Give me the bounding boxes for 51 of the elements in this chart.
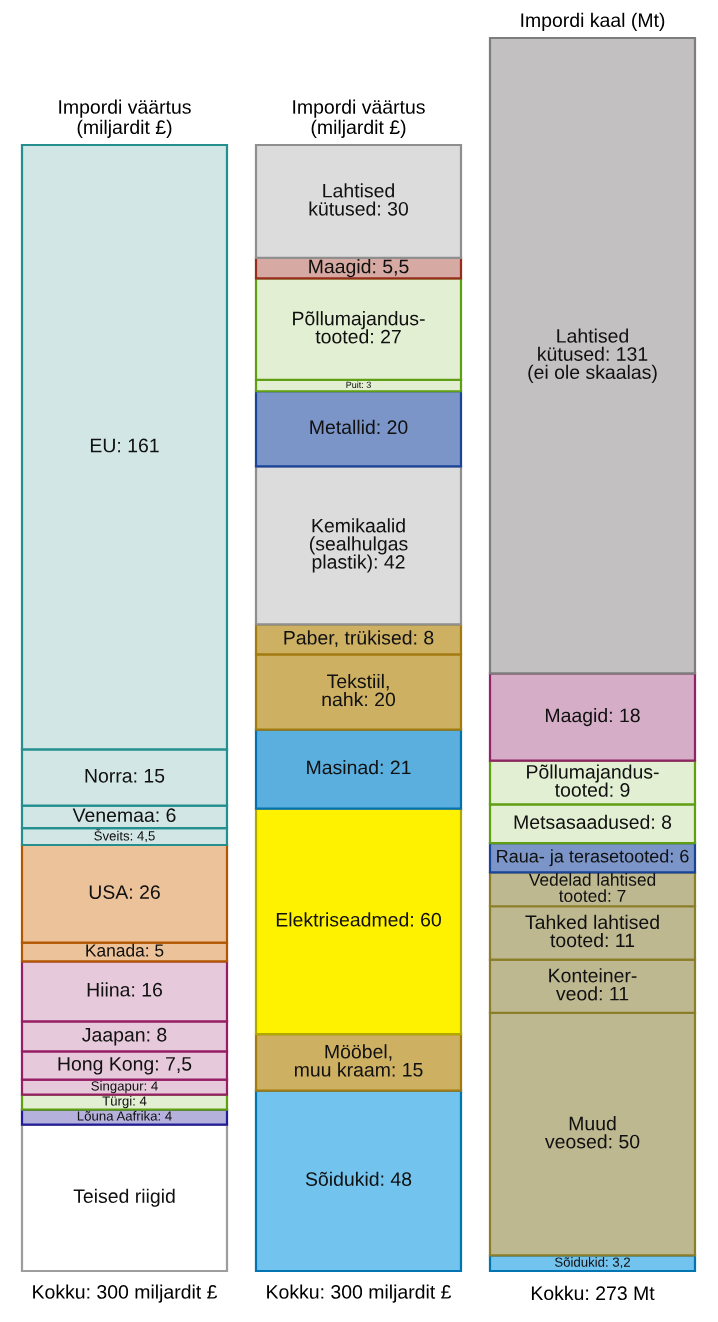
data-label: Sõidukid: 3,2 (554, 1257, 630, 1269)
bar (254, 390, 463, 468)
chart-title: Impordi kaal (Mt) (521, 12, 665, 31)
text: Kokku: 300 miljardit £ (267, 1284, 452, 1303)
data-label: Maagid: 5,5 (309, 259, 409, 278)
data-label: Norra: 15 (85, 769, 165, 783)
data-label: Tekstiil, nahk: 20 (322, 673, 396, 707)
text: Kokku: 300 miljardit £ (33, 1284, 218, 1303)
data-label: Maagid: 18 (546, 708, 640, 727)
bar (254, 465, 463, 626)
data-label: Jaapan: 8 (82, 1027, 167, 1046)
data-label: Metallid: 20 (310, 419, 408, 435)
bar (254, 143, 463, 259)
bar (488, 672, 697, 762)
data-label: Paber, trükised: 8 (284, 630, 434, 647)
data-label: Lahtised kütused: 131 (ei ole skaalas) (528, 328, 657, 383)
data-label: Põllumajandus- tooted: 27 (293, 311, 425, 344)
bar (254, 807, 463, 1036)
data-label: Raua- ja terasetooted: 6 (497, 849, 689, 867)
data-label: Singapur: 4 (91, 1080, 158, 1094)
data-label: Venemaa: 6 (72, 808, 176, 823)
data-label: Mööbel, muu kraam: 15 (294, 1044, 423, 1077)
data-label: Muud veosed: 50 (545, 1116, 640, 1149)
bar (254, 1033, 463, 1092)
data-label: Hiina: 16 (87, 982, 163, 997)
data-label: Puit: 3 (346, 381, 371, 389)
data-label: Lõuna Aafrika: 4 (77, 1110, 172, 1121)
data-label: Lahtised kütused: 30 (309, 183, 409, 216)
chart-title: Impordi väärtus (miljardit £) (293, 99, 425, 138)
bar (254, 728, 463, 810)
data-label: Põllumajandus- tooted: 9 (527, 764, 659, 797)
data-label: Šveits: 4,5 (94, 828, 155, 843)
data-label: Konteiner- veod: 11 (549, 968, 637, 1001)
data-label: Vedelad lahtised tooted: 7 (528, 873, 656, 903)
bar (254, 1089, 463, 1273)
data-label: USA: 26 (89, 885, 160, 900)
bar (20, 1123, 229, 1273)
data-label: Kemikaalid (sealhulgas plastik): 42 (309, 518, 408, 573)
data-label: Türgi: 4 (102, 1095, 147, 1109)
data-label: Sõidukid: 48 (305, 1171, 412, 1186)
bar (488, 36, 697, 675)
text: Kokku: 273 Mt (531, 1285, 655, 1301)
data-label: Masinad: 21 (307, 760, 411, 775)
data-label: Kanada: 5 (86, 943, 164, 957)
data-label: Teised riigid (73, 1188, 175, 1207)
data-label: Hong Kong: 7,5 (58, 1057, 192, 1075)
chart-title: Impordi väärtus (miljardit £) (59, 99, 191, 138)
data-label: Metsasaadused: 8 (514, 814, 672, 829)
data-label: Tahked lahtised tooted: 11 (525, 914, 659, 948)
data-label: Elektriseadmed: 60 (276, 912, 441, 927)
data-label: EU: 161 (90, 438, 159, 453)
